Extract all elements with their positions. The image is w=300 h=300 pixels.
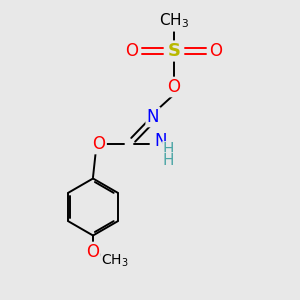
Text: O: O [125,42,139,60]
Text: O: O [167,78,181,96]
Text: CH$_3$: CH$_3$ [159,12,189,30]
Text: CH$_3$: CH$_3$ [101,253,129,269]
Text: H: H [163,142,174,157]
Text: N: N [147,108,159,126]
Text: O: O [86,243,100,261]
Text: H: H [163,153,174,168]
Text: O: O [209,42,223,60]
Text: S: S [167,42,181,60]
Text: O: O [92,135,106,153]
Text: N: N [154,132,167,150]
